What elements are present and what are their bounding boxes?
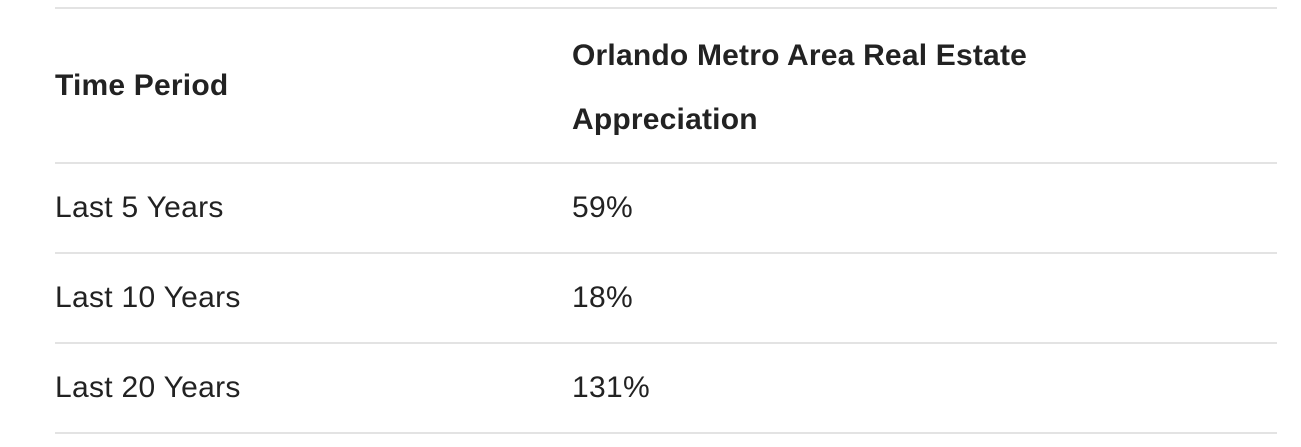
row-appreciation-cell: 131%: [572, 343, 1277, 434]
row-appreciation-cell: 18%: [572, 253, 1277, 344]
row-time-period-cell: Last 10 Years: [55, 253, 572, 344]
row-time-period-cell: Last 20 Years: [55, 343, 572, 434]
table-row: Last 10 Years 18%: [55, 253, 1277, 344]
row-time-period-cell: Last 5 Years: [55, 163, 572, 254]
appreciation-table: Time Period Orlando Metro Area Real Esta…: [55, 7, 1277, 434]
header-appreciation: Orlando Metro Area Real Estate Appreciat…: [572, 8, 1277, 164]
row-appreciation-cell: 59%: [572, 163, 1277, 254]
table-row: Last 20 Years 131%: [55, 343, 1277, 434]
header-time-period: Time Period: [55, 8, 572, 164]
header-appreciation-text: Orlando Metro Area Real Estate Appreciat…: [572, 38, 1028, 136]
appreciation-table-container: Time Period Orlando Metro Area Real Esta…: [55, 7, 1277, 434]
table-row: Last 5 Years 59%: [55, 163, 1277, 254]
table-header-row: Time Period Orlando Metro Area Real Esta…: [55, 8, 1277, 164]
